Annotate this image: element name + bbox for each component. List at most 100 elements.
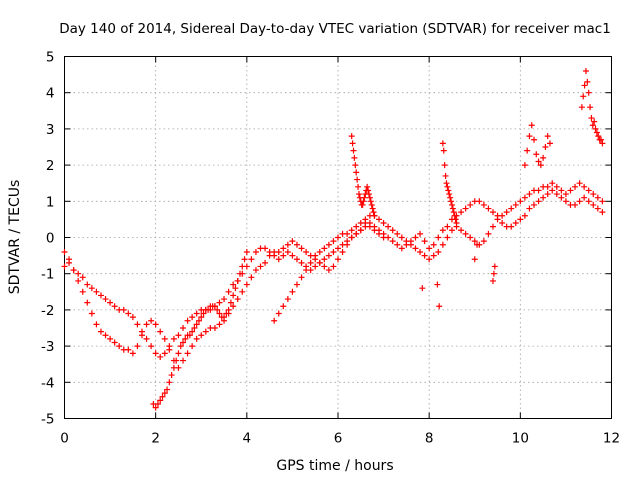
data-point xyxy=(93,288,100,295)
data-point xyxy=(599,140,606,147)
data-point xyxy=(354,176,361,183)
data-point xyxy=(164,386,171,393)
data-point xyxy=(385,234,392,241)
data-point xyxy=(111,303,118,310)
data-point xyxy=(567,187,574,194)
data-point xyxy=(444,234,451,241)
data-point xyxy=(111,339,118,346)
data-point xyxy=(599,209,606,216)
data-point xyxy=(216,321,223,328)
data-point xyxy=(75,277,82,284)
data-point xyxy=(540,154,547,161)
y-tick-label: 3 xyxy=(46,122,55,138)
data-point xyxy=(467,201,474,208)
data-point xyxy=(157,328,164,335)
data-point xyxy=(508,223,515,230)
data-point xyxy=(351,154,358,161)
data-point xyxy=(512,201,519,208)
data-point xyxy=(344,241,351,248)
data-point xyxy=(385,223,392,230)
data-point xyxy=(595,133,602,140)
data-points xyxy=(61,67,606,411)
data-point xyxy=(129,314,136,321)
data-point xyxy=(284,248,291,255)
data-point xyxy=(546,140,553,147)
data-point xyxy=(193,321,200,328)
data-point xyxy=(184,350,191,357)
data-point xyxy=(489,223,496,230)
data-point xyxy=(148,343,155,350)
data-point xyxy=(180,339,187,346)
data-point xyxy=(161,350,168,357)
plot-frame xyxy=(64,56,612,419)
data-point xyxy=(489,277,496,284)
data-point xyxy=(214,306,221,313)
data-point xyxy=(180,357,187,364)
data-point xyxy=(252,267,259,274)
y-tick-label: 2 xyxy=(46,158,55,174)
data-point xyxy=(275,310,282,317)
data-point xyxy=(262,259,269,266)
series-spike-6.3h xyxy=(348,133,378,219)
data-point xyxy=(585,187,592,194)
data-point xyxy=(549,180,556,187)
x-axis-label: GPS time / hours xyxy=(276,458,393,474)
data-point xyxy=(353,230,360,237)
series-spike-8.3h xyxy=(439,140,460,227)
data-point xyxy=(585,198,592,205)
data-point xyxy=(369,205,376,212)
data-point xyxy=(489,209,496,216)
data-point xyxy=(380,220,387,227)
data-point xyxy=(537,162,544,169)
data-point xyxy=(157,353,164,360)
x-tick-label: 8 xyxy=(425,431,434,447)
data-point xyxy=(335,245,341,252)
data-point xyxy=(359,201,366,208)
data-point xyxy=(476,198,483,205)
data-point xyxy=(75,270,82,277)
data-point xyxy=(298,259,305,266)
data-point xyxy=(353,169,360,176)
series-spike-10.3h xyxy=(521,122,553,169)
data-point xyxy=(494,216,501,223)
data-point xyxy=(275,256,282,263)
data-point xyxy=(321,245,328,252)
data-point xyxy=(316,259,323,266)
data-point xyxy=(161,390,168,397)
data-point xyxy=(370,209,377,216)
data-point xyxy=(585,89,592,96)
data-point xyxy=(271,317,278,324)
data-point xyxy=(175,350,182,357)
data-point xyxy=(116,343,123,350)
data-point xyxy=(371,212,378,219)
y-tick-label: -5 xyxy=(41,412,54,428)
data-point xyxy=(581,194,588,201)
data-point xyxy=(485,205,492,212)
data-point xyxy=(435,234,442,241)
data-point xyxy=(444,223,451,230)
data-point xyxy=(138,332,145,339)
data-point xyxy=(592,125,599,132)
data-point xyxy=(248,256,255,263)
data-point xyxy=(198,314,205,321)
data-point xyxy=(216,299,223,306)
data-point xyxy=(348,234,355,241)
data-point xyxy=(403,238,410,245)
data-point xyxy=(168,372,175,379)
data-point xyxy=(280,245,287,252)
series-track-b xyxy=(61,187,606,371)
data-point xyxy=(227,299,234,306)
x-tick-label: 0 xyxy=(60,431,69,447)
data-point xyxy=(490,270,497,277)
data-point xyxy=(335,256,341,263)
y-tick-label: -4 xyxy=(41,375,54,391)
data-point xyxy=(352,162,359,169)
data-point xyxy=(70,267,77,274)
data-point xyxy=(380,230,387,237)
data-point xyxy=(581,82,588,89)
data-point xyxy=(97,328,104,335)
data-point xyxy=(275,248,282,255)
data-point xyxy=(389,227,396,234)
data-point xyxy=(558,187,565,194)
data-point xyxy=(312,263,319,270)
